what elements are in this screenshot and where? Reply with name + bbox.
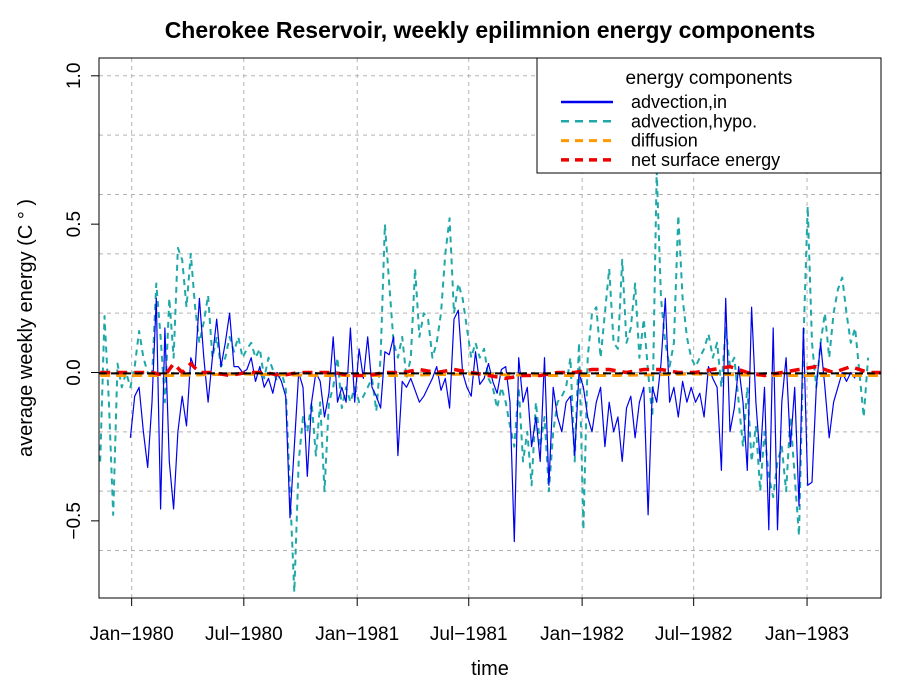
series-layer bbox=[99, 169, 881, 594]
x-tick-label: Jan−1982 bbox=[540, 624, 624, 645]
x-tick-label: Jan−1981 bbox=[315, 624, 399, 645]
x-tick-label: Jan−1983 bbox=[765, 624, 849, 645]
legend: energy components advection,inadvection,… bbox=[536, 57, 882, 174]
x-axis-label: time bbox=[471, 658, 509, 680]
x-tick-label: Jul−1982 bbox=[655, 624, 733, 645]
y-tick-label: −0.5 bbox=[64, 502, 85, 540]
legend-label: diffusion bbox=[631, 131, 698, 151]
x-tick-label: Jul−1980 bbox=[205, 624, 283, 645]
y-tick-label: 1.0 bbox=[64, 63, 85, 89]
x-tick-label: Jan−1980 bbox=[90, 624, 174, 645]
y-axis-label: average weekly energy (C ° ) bbox=[15, 199, 37, 457]
x-tick-label: Jul−1981 bbox=[430, 624, 508, 645]
legend-entries: advection,inadvection,hypo.diffusionnet … bbox=[561, 92, 780, 170]
x-axis: Jan−1980 Jul−1980 Jan−1981 Jul−1981 Jan−1982… bbox=[90, 598, 849, 645]
plot-frame bbox=[98, 57, 882, 599]
y-axis: −0.5 0.0 0.5 1.0 bbox=[64, 63, 99, 540]
legend-label: net surface energy bbox=[631, 150, 780, 170]
legend-box bbox=[536, 57, 882, 174]
chart-title: Cherokee Reservoir, weekly epilimnion en… bbox=[165, 17, 816, 43]
legend-label: advection,in bbox=[631, 92, 727, 112]
series-line-advection-hypo bbox=[99, 169, 870, 594]
y-tick-label: 0.5 bbox=[64, 211, 85, 237]
series-line-advection-in bbox=[129, 297, 856, 543]
legend-title: energy components bbox=[626, 68, 793, 89]
y-tick-label: 0.0 bbox=[64, 359, 85, 385]
legend-label: advection,hypo. bbox=[631, 111, 757, 131]
